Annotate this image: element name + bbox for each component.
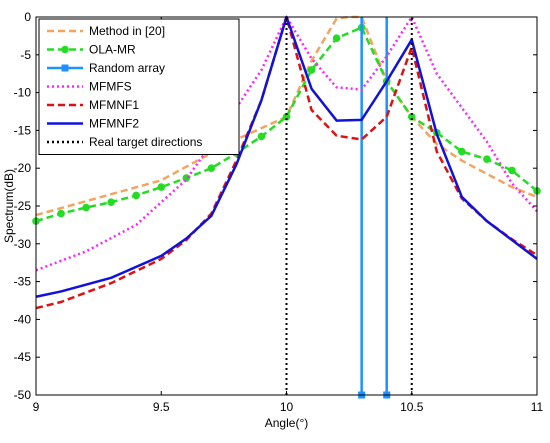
series-1-point <box>332 34 341 42</box>
legend-marker <box>61 64 69 72</box>
series-1-point <box>483 155 491 163</box>
y-tick-label: -5 <box>20 48 31 62</box>
legend-entry-label: OLA-MR <box>89 43 136 57</box>
series-1-point <box>282 112 291 121</box>
series-5-line <box>35 15 538 298</box>
legend-entry-label: MFMNF2 <box>89 117 139 131</box>
series-1-point <box>207 164 216 172</box>
y-tick-label: -20 <box>14 161 32 175</box>
legend-entry-label: MFMNF1 <box>89 98 139 112</box>
series-1-point <box>132 191 140 200</box>
x-tick-label: 10 <box>280 400 294 414</box>
y-tick-label: -10 <box>14 86 32 100</box>
y-tick-label: -30 <box>14 237 32 251</box>
series-1-point <box>458 147 466 156</box>
legend-entry-label: Method in [20] <box>89 24 165 38</box>
y-tick-label: 0 <box>24 10 31 24</box>
series-1-point <box>82 203 90 212</box>
series-3-line <box>35 15 538 272</box>
series-1-point <box>508 166 516 175</box>
series-1-point <box>257 132 266 141</box>
series-1-point <box>157 183 166 191</box>
legend-entry-label: MFMFS <box>89 80 132 94</box>
x-tick-label: 10.5 <box>400 400 424 414</box>
axes-layer: 9 9.5 10 10.5 11 0 -5 -10 -15 -20 -25 -30 -35 -40 -45 -… <box>14 10 544 414</box>
plot-layer <box>32 15 541 399</box>
legend: Method in [20] OLA-MR Random array MFMFS MFM… <box>38 18 240 155</box>
series-1-point <box>57 209 65 218</box>
legend-entry-label: Random array <box>89 61 165 75</box>
x-tick-label: 9 <box>33 400 40 414</box>
y-tick-label: -25 <box>14 199 32 213</box>
series-1-point <box>407 112 416 121</box>
series-1-point <box>107 198 115 207</box>
y-tick-label: -45 <box>14 350 32 364</box>
y-axis-label: Spectrum(dB) <box>2 169 16 243</box>
legend-entry-label: Real target directions <box>89 135 202 149</box>
y-tick-label: -15 <box>14 123 32 137</box>
y-tick-label: -50 <box>14 388 32 402</box>
y-tick-label: -35 <box>14 275 32 289</box>
legend-marker <box>61 45 69 54</box>
series-1-point <box>307 66 316 74</box>
x-axis-label: Angle(°) <box>265 416 308 430</box>
x-tick-label: 9.5 <box>153 400 170 414</box>
x-tick-label: 11 <box>531 400 544 414</box>
y-tick-label: -40 <box>14 312 32 326</box>
